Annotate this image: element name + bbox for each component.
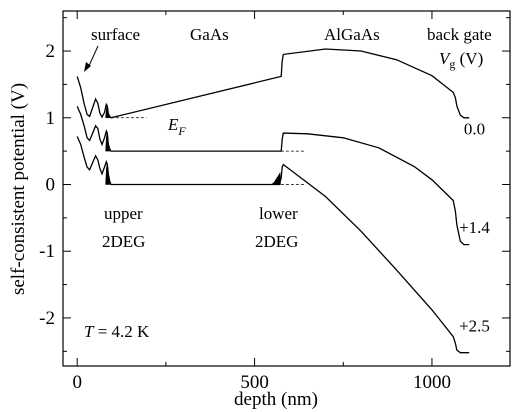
potential-curve bbox=[76, 136, 470, 354]
vg-label: Vg (V) bbox=[439, 49, 483, 71]
lower-2deg-line2: 2DEG bbox=[255, 232, 298, 251]
plot-frame bbox=[62, 10, 511, 367]
y-tick-label: 0 bbox=[46, 174, 56, 195]
surface-label: surface bbox=[91, 25, 140, 44]
series-label: +2.5 bbox=[459, 316, 490, 335]
vg-unit: (V) bbox=[455, 49, 483, 68]
x-tick-label: 0 bbox=[72, 372, 82, 393]
2deg-fill bbox=[270, 172, 281, 185]
fermi-subscript: F bbox=[177, 124, 186, 138]
y-tick-label: -2 bbox=[39, 308, 55, 329]
series-label: +1.4 bbox=[459, 218, 490, 237]
series-label: 0.0 bbox=[464, 119, 485, 138]
temperature-value: = 4.2 K bbox=[93, 322, 150, 341]
axis-ticks bbox=[63, 11, 510, 366]
y-tick-label: -1 bbox=[39, 241, 55, 262]
surface-arrow bbox=[87, 45, 99, 69]
x-tick-label: 500 bbox=[240, 372, 269, 393]
temperature-symbol: T bbox=[84, 322, 95, 341]
back-gate-label: back gate bbox=[427, 25, 492, 44]
surface-arrowhead bbox=[84, 62, 91, 72]
tick-labels: 0 500 1000 2 1 0 -1 -2 bbox=[39, 41, 451, 393]
2deg-fills bbox=[105, 104, 281, 185]
x-tick-label: 1000 bbox=[413, 372, 451, 393]
potential-curves bbox=[76, 48, 470, 354]
y-axis-label: self-consistent potential (V) bbox=[8, 83, 29, 295]
upper-2deg-line1: upper bbox=[104, 204, 143, 223]
y-tick-label: 2 bbox=[46, 41, 56, 62]
series-labels: 0.0 +1.4 +2.5 bbox=[459, 119, 490, 335]
algaas-label: AlGaAs bbox=[324, 25, 380, 44]
upper-2deg-line2: 2DEG bbox=[102, 232, 145, 251]
gaas-label: GaAs bbox=[190, 25, 229, 44]
vg-symbol: V bbox=[439, 49, 452, 68]
x-axis-label: depth (nm) bbox=[234, 389, 318, 410]
potential-curve bbox=[76, 48, 470, 119]
fermi-symbol: E bbox=[167, 115, 179, 134]
vg-subscript: g bbox=[449, 57, 455, 71]
potential-curve bbox=[76, 106, 470, 246]
temperature-label: T = 4.2 K bbox=[84, 322, 150, 341]
lower-2deg-line1: lower bbox=[259, 204, 298, 223]
fermi-label: EF bbox=[167, 115, 186, 138]
y-tick-label: 1 bbox=[46, 108, 56, 129]
